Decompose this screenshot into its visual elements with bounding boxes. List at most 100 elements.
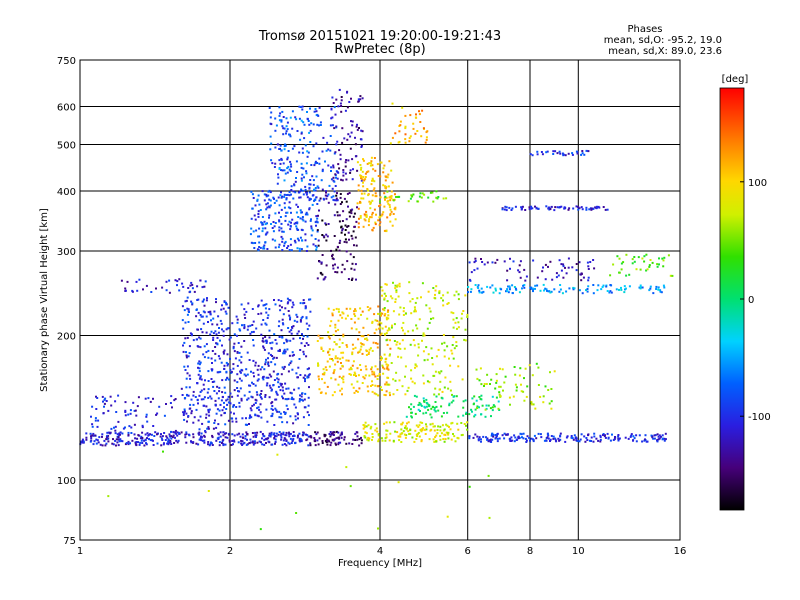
- data-point: [507, 285, 510, 288]
- data-point: [251, 441, 254, 444]
- data-point: [274, 117, 277, 120]
- data-point: [124, 289, 127, 292]
- data-point: [341, 311, 344, 314]
- data-point: [176, 431, 179, 434]
- data-point: [612, 263, 615, 266]
- data-point: [330, 196, 333, 199]
- data-point: [145, 442, 147, 445]
- data-point: [315, 224, 317, 227]
- data-point: [127, 443, 130, 446]
- data-point: [526, 385, 529, 388]
- data-point: [485, 404, 488, 407]
- data-point: [209, 310, 212, 313]
- data-point: [304, 233, 307, 236]
- data-point: [518, 271, 521, 274]
- data-point: [542, 401, 545, 404]
- data-point: [148, 433, 151, 436]
- data-point: [519, 432, 522, 435]
- data-point: [227, 419, 230, 422]
- data-point: [617, 439, 620, 442]
- data-point: [286, 348, 289, 351]
- data-point: [478, 379, 481, 382]
- data-point: [277, 176, 280, 179]
- data-point: [264, 363, 267, 366]
- data-point: [254, 431, 257, 434]
- data-point: [338, 214, 341, 217]
- data-point: [202, 322, 205, 325]
- data-point: [364, 214, 367, 217]
- data-point: [407, 330, 410, 333]
- data-point: [294, 221, 297, 224]
- data-point: [335, 199, 338, 202]
- data-point: [274, 363, 277, 366]
- data-point: [409, 197, 412, 200]
- data-point: [334, 173, 337, 176]
- data-point: [359, 307, 362, 310]
- data-point: [536, 284, 539, 287]
- data-point: [580, 279, 583, 282]
- data-point: [274, 146, 277, 149]
- data-point: [580, 206, 583, 209]
- data-point: [455, 345, 458, 347]
- data-point: [387, 364, 390, 367]
- data-point: [340, 99, 343, 102]
- data-point: [249, 441, 252, 444]
- data-point: [267, 440, 270, 443]
- data-point: [335, 248, 338, 251]
- data-point: [505, 209, 508, 212]
- data-point: [425, 304, 428, 307]
- data-point: [292, 325, 295, 328]
- data-point: [350, 318, 353, 320]
- data-point: [285, 132, 287, 135]
- data-point: [353, 374, 355, 376]
- data-point: [282, 116, 285, 118]
- data-point: [336, 177, 339, 180]
- data-point: [635, 434, 638, 437]
- data-point: [392, 199, 395, 202]
- data-point: [415, 365, 418, 368]
- data-point: [398, 342, 401, 345]
- data-point: [369, 207, 372, 210]
- data-point: [366, 162, 369, 165]
- data-point: [375, 213, 377, 216]
- data-point: [262, 345, 265, 348]
- data-point: [291, 306, 294, 309]
- data-point: [290, 165, 293, 168]
- data-point: [221, 328, 223, 331]
- data-point: [291, 435, 294, 438]
- data-point: [664, 432, 667, 435]
- data-point: [282, 352, 285, 355]
- data-point: [455, 317, 458, 320]
- data-point: [257, 313, 260, 315]
- data-point: [516, 438, 519, 441]
- data-point: [416, 297, 419, 300]
- data-point: [320, 272, 323, 275]
- data-point: [265, 203, 268, 206]
- data-point: [261, 366, 264, 369]
- data-point: [342, 381, 345, 384]
- data-point: [344, 172, 347, 175]
- data-point: [557, 437, 560, 440]
- data-point: [664, 438, 667, 441]
- data-point: [200, 389, 203, 392]
- data-point: [225, 432, 228, 435]
- data-point: [630, 433, 633, 436]
- data-point: [232, 404, 235, 407]
- data-point: [391, 181, 394, 184]
- data-point: [198, 377, 201, 380]
- data-point: [494, 387, 497, 390]
- data-point: [289, 163, 292, 166]
- data-point: [280, 383, 283, 386]
- data-point: [505, 290, 507, 293]
- data-point: [261, 227, 264, 230]
- data-point: [281, 366, 284, 369]
- data-point: [273, 436, 276, 439]
- data-point: [135, 280, 138, 283]
- data-point: [342, 375, 345, 378]
- data-point: [394, 301, 397, 303]
- data-point: [379, 326, 382, 329]
- data-point: [394, 287, 397, 290]
- data-point: [296, 247, 299, 250]
- data-point: [155, 413, 158, 416]
- data-point: [257, 305, 260, 308]
